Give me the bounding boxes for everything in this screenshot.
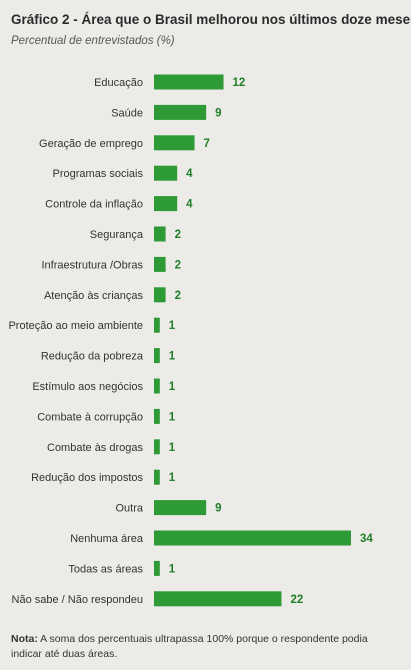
data-label: 9 bbox=[215, 107, 221, 119]
chart-title: Gráfico 2 - Área que o Brasil melhorou n… bbox=[11, 12, 411, 27]
data-label: 9 bbox=[215, 503, 221, 515]
data-label: 12 bbox=[233, 77, 246, 89]
category-label: Todas as áreas bbox=[68, 563, 143, 575]
category-label: Programas sociais bbox=[53, 168, 144, 180]
data-label: 34 bbox=[360, 533, 373, 545]
data-label: 22 bbox=[290, 594, 303, 606]
chart-subtitle: Percentual de entrevistados (%) bbox=[11, 35, 175, 47]
category-label: Infraestrutura /Obras bbox=[42, 259, 144, 271]
category-label: Geração de emprego bbox=[39, 138, 143, 150]
bar bbox=[154, 530, 351, 546]
category-label: Proteção ao meio ambiente bbox=[8, 320, 143, 332]
data-label: 4 bbox=[186, 199, 193, 211]
data-label: 1 bbox=[169, 351, 176, 363]
data-label: 2 bbox=[175, 259, 181, 271]
chart-note: Nota: A soma dos percentuais ultrapassa … bbox=[11, 632, 391, 662]
bar bbox=[154, 135, 195, 151]
category-label: Não sabe / Não respondeu bbox=[12, 594, 143, 606]
bar bbox=[154, 256, 166, 272]
note-label: Nota: bbox=[11, 633, 38, 645]
data-label: 2 bbox=[175, 290, 181, 302]
data-label: 7 bbox=[204, 138, 210, 150]
category-label: Atenção às crianças bbox=[44, 290, 144, 302]
bar bbox=[154, 408, 160, 424]
bar bbox=[154, 317, 160, 333]
category-label: Educação bbox=[94, 77, 143, 89]
data-label: 1 bbox=[169, 411, 176, 423]
data-label: 1 bbox=[169, 320, 176, 332]
bar bbox=[154, 74, 224, 90]
bar bbox=[154, 226, 166, 242]
bar bbox=[154, 500, 207, 516]
category-label: Controle da inflação bbox=[45, 199, 143, 211]
category-label: Segurança bbox=[90, 229, 144, 241]
bar bbox=[154, 287, 166, 303]
data-label: 2 bbox=[175, 229, 181, 241]
data-label: 4 bbox=[186, 168, 193, 180]
data-label: 1 bbox=[169, 563, 176, 575]
data-label: 1 bbox=[169, 442, 176, 454]
bar bbox=[154, 469, 160, 485]
category-label: Nenhuma área bbox=[70, 533, 144, 545]
category-label: Combate à corrupção bbox=[37, 411, 143, 423]
category-label: Combate às drogas bbox=[47, 442, 143, 454]
category-label: Redução da pobreza bbox=[41, 351, 144, 363]
category-label: Saúde bbox=[111, 107, 143, 119]
bar bbox=[154, 378, 160, 394]
data-label: 1 bbox=[169, 381, 176, 393]
note-text: A soma dos percentuais ultrapassa 100% p… bbox=[11, 633, 368, 660]
data-label: 1 bbox=[169, 472, 176, 484]
category-label: Redução dos impostos bbox=[31, 472, 143, 484]
bar bbox=[154, 165, 178, 181]
category-label: Outra bbox=[115, 503, 143, 515]
bar bbox=[154, 104, 207, 120]
category-label: Estímulo aos negócios bbox=[32, 381, 143, 393]
bar bbox=[154, 348, 160, 364]
bar bbox=[154, 439, 160, 455]
bar bbox=[154, 591, 282, 607]
bar bbox=[154, 196, 178, 212]
bar bbox=[154, 560, 160, 576]
